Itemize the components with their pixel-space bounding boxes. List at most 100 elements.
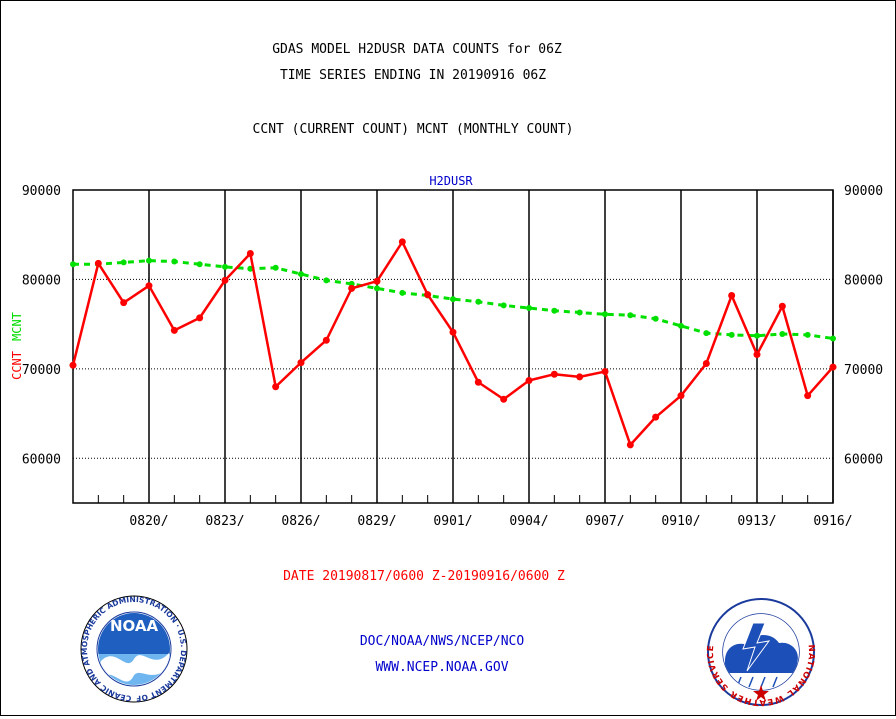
data-point-mcnt (804, 331, 811, 338)
series-ccnt (69, 238, 837, 449)
data-point-mcnt (576, 309, 583, 316)
nws-logo-icon: NATIONAL WEATHER SERVICE (706, 598, 815, 707)
svg-text:NATIONAL OCEANIC AND ATMOSPHER: NATIONAL OCEANIC AND ATMOSPHERIC ADMINIS… (1, 1, 188, 703)
data-point-mcnt (500, 302, 507, 309)
y-tick-label-left: 90000 (22, 184, 61, 199)
data-point-mcnt (779, 330, 786, 337)
data-point-ccnt (69, 361, 77, 369)
data-point-mcnt (323, 277, 330, 284)
data-point-mcnt (298, 271, 304, 278)
x-tick-label: 0826/ (281, 514, 320, 529)
y-axis-label-mcnt: MCNT (10, 312, 24, 341)
data-point-mcnt (374, 285, 380, 292)
y-tick-label-right: 60000 (844, 452, 883, 467)
data-point-ccnt (373, 277, 381, 285)
x-tick-label: 0901/ (433, 514, 472, 529)
data-point-ccnt (677, 392, 685, 400)
data-point-mcnt (120, 259, 127, 266)
y-tick-label-right: 80000 (844, 273, 883, 288)
data-point-mcnt (475, 298, 482, 305)
noaa-logo-icon: NATIONAL OCEANIC AND ATMOSPHERIC ADMINIS… (0, 0, 188, 703)
nws-star-icon (753, 685, 769, 701)
data-point-ccnt (170, 326, 178, 334)
y-tick-label-right: 90000 (844, 184, 883, 199)
data-point-ccnt (601, 368, 609, 376)
x-tick-label: 0913/ (737, 514, 776, 529)
data-point-ccnt (94, 259, 102, 267)
data-point-mcnt (222, 263, 228, 270)
data-point-mcnt (754, 332, 760, 339)
chart-title-line2: TIME SERIES ENDING IN 20190916 06Z (280, 68, 546, 83)
data-point-ccnt (626, 441, 634, 449)
data-point-mcnt (196, 261, 203, 268)
gridlines (72, 189, 834, 503)
data-point-ccnt (500, 395, 508, 403)
data-point-ccnt (753, 351, 761, 359)
data-point-ccnt (145, 282, 153, 290)
y-axis-label: CCNT MCNT (10, 312, 24, 380)
y-tick-label-left: 70000 (22, 363, 61, 378)
data-point-ccnt (424, 291, 432, 299)
data-point-mcnt (703, 330, 710, 337)
y-tick-labels-right: 60000 70000 80000 90000 (844, 184, 883, 467)
data-point-ccnt (272, 383, 280, 391)
x-tick-label: 0823/ (205, 514, 244, 529)
data-point-ccnt (550, 370, 558, 378)
data-point-mcnt (450, 296, 456, 303)
data-point-ccnt (348, 284, 356, 292)
data-point-mcnt (70, 261, 76, 268)
data-point-mcnt (627, 312, 634, 319)
data-point-ccnt (398, 238, 406, 246)
data-point-mcnt (830, 335, 836, 342)
data-point-ccnt (449, 328, 457, 336)
data-point-ccnt (120, 299, 128, 307)
data-point-ccnt (221, 276, 229, 284)
data-point-mcnt (399, 289, 406, 296)
data-point-ccnt (728, 292, 736, 300)
url-link[interactable]: WWW.NCEP.NOAA.GOV (375, 660, 508, 675)
date-range: DATE 20190817/0600 Z-20190916/0600 Z (283, 569, 565, 584)
x-tick-label: 0904/ (509, 514, 548, 529)
x-tick-labels: 0820/0823/0826/0829/0901/0904/0907/0910/… (129, 514, 852, 529)
noaa-ring-text: NATIONAL OCEANIC AND ATMOSPHERIC ADMINIS… (0, 0, 188, 703)
plot-border (72, 189, 834, 504)
data-point-ccnt (474, 378, 482, 386)
data-point-ccnt (196, 314, 204, 322)
x-tick-label: 0910/ (661, 514, 700, 529)
data-point-ccnt (702, 359, 710, 367)
data-point-mcnt (526, 305, 532, 312)
data-point-ccnt (246, 249, 254, 257)
data-point-mcnt (678, 322, 684, 329)
data-point-mcnt (272, 264, 279, 271)
y-tick-labels-left: 60000 70000 80000 90000 (22, 184, 61, 467)
data-point-ccnt (576, 373, 584, 381)
data-point-ccnt (652, 413, 660, 421)
y-axis-label-ccnt: CCNT (10, 351, 24, 380)
noaa-logo-text: NOAA (110, 617, 159, 635)
data-point-ccnt (525, 376, 533, 384)
data-point-ccnt (297, 359, 305, 367)
x-tick-label: 0829/ (357, 514, 396, 529)
chart-subtitle: CCNT (CURRENT COUNT) MCNT (MONTHLY COUNT… (253, 122, 574, 137)
data-point-mcnt (171, 258, 178, 265)
data-point-ccnt (778, 302, 786, 310)
y-tick-label-left: 80000 (22, 273, 61, 288)
y-tick-label-left: 60000 (22, 452, 61, 467)
data-point-mcnt (602, 311, 608, 318)
plot-title: H2DUSR (429, 174, 473, 188)
data-point-ccnt (322, 336, 330, 344)
data-point-mcnt (551, 307, 558, 314)
org-text[interactable]: DOC/NOAA/NWS/NCEP/NCO (360, 634, 525, 649)
chart-title-line1: GDAS MODEL H2DUSR DATA COUNTS for 06Z (272, 42, 562, 57)
x-tick-label: 0907/ (585, 514, 624, 529)
x-tick-label: 0820/ (129, 514, 168, 529)
data-point-ccnt (829, 363, 837, 371)
data-point-mcnt (652, 315, 659, 322)
data-point-ccnt (804, 392, 812, 400)
data-point-mcnt (146, 257, 152, 264)
x-tick-label: 0916/ (813, 514, 852, 529)
data-point-mcnt (728, 331, 735, 338)
y-tick-label-right: 70000 (844, 363, 883, 378)
